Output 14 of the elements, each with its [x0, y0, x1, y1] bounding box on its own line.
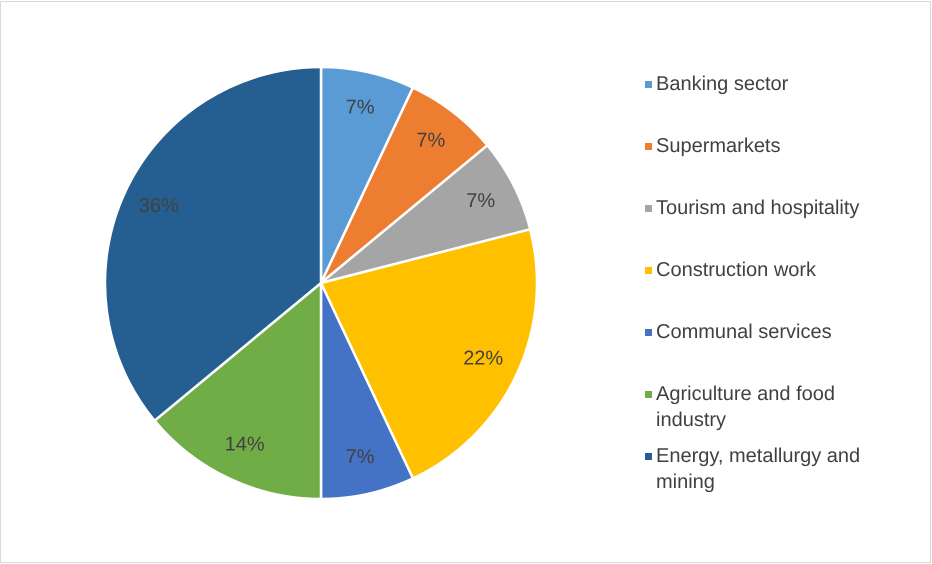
legend-label: Tourism and hospitality	[656, 197, 860, 220]
data-label: 36%	[138, 194, 180, 217]
data-label: 22%	[463, 348, 504, 370]
data-label: 7%	[416, 130, 446, 152]
legend-label: Energy, metallurgy and mining	[656, 445, 860, 494]
data-label: 7%	[346, 96, 375, 118]
legend-label: Supermarkets	[656, 135, 780, 158]
data-label: 14%	[224, 434, 265, 456]
data-label: 7%	[466, 190, 496, 212]
legend-label: Communal services	[656, 321, 832, 344]
legend-label: Banking sector	[656, 73, 789, 96]
legend-label: Agriculture and food industry	[656, 383, 836, 432]
data-label: 7%	[346, 446, 375, 468]
legend-label: Construction work	[656, 259, 818, 282]
